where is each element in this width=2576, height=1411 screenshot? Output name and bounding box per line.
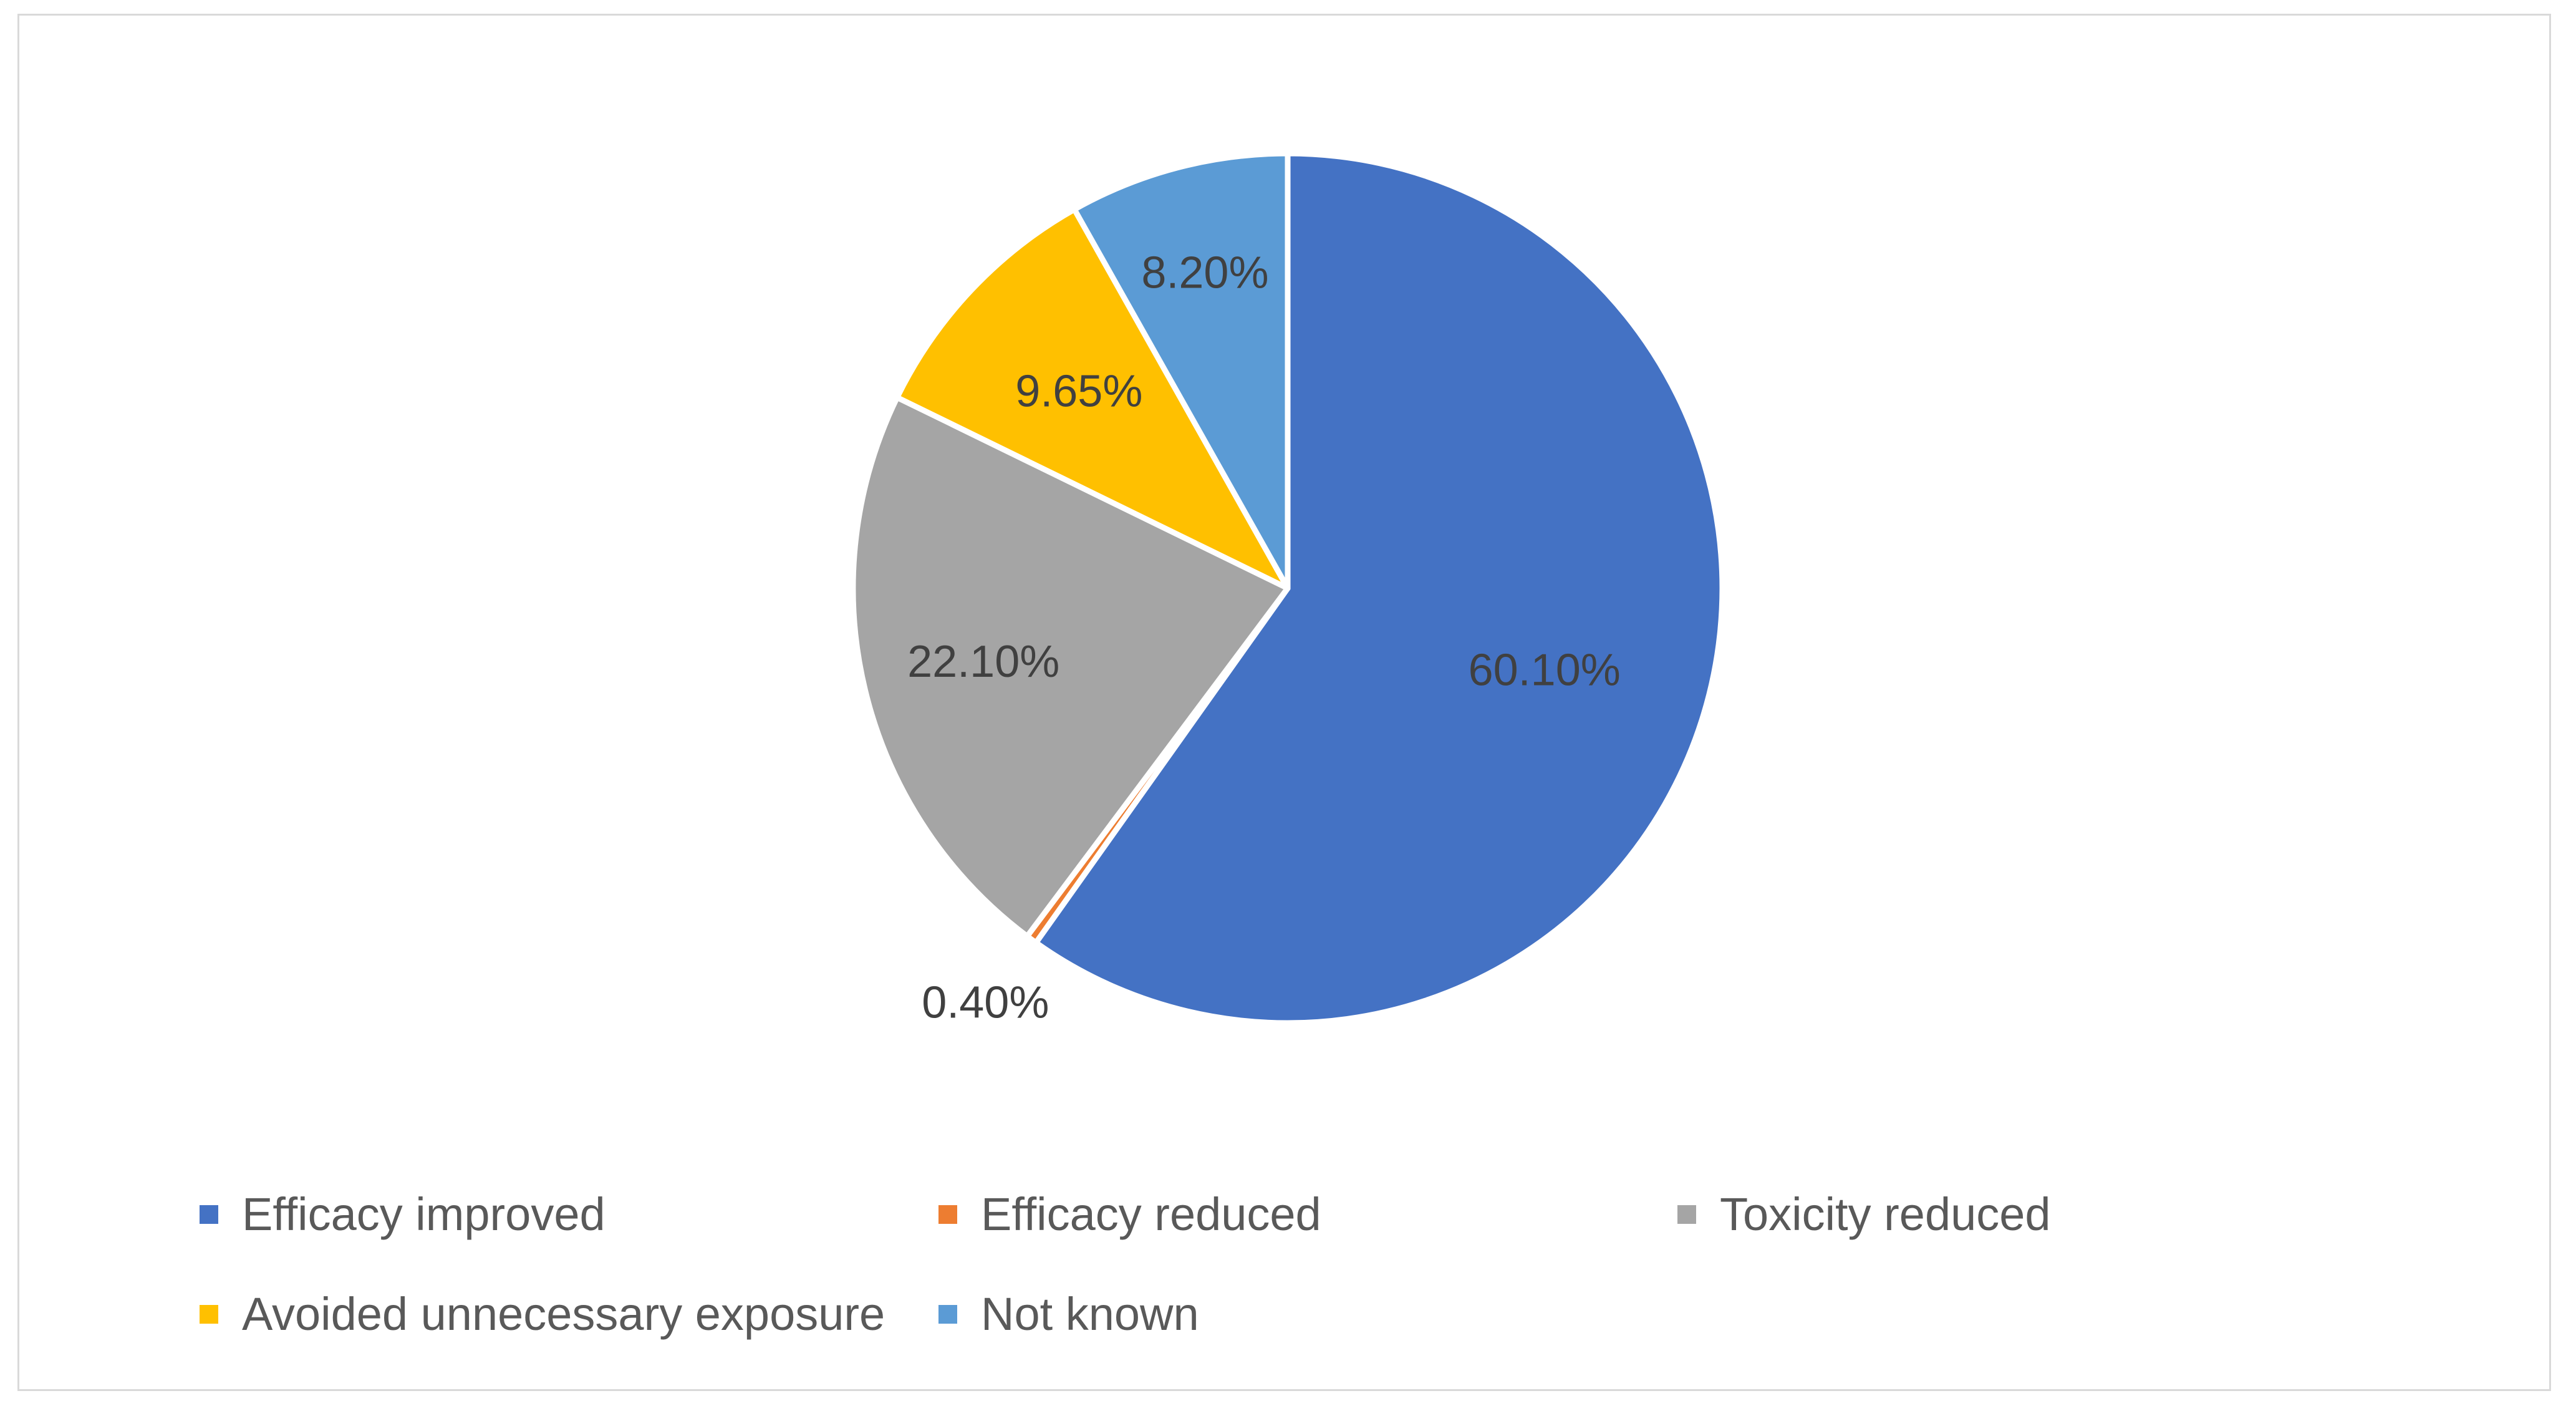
pie-slice-toxicity-reduced xyxy=(850,394,1291,939)
pie-slice-efficacy-improved xyxy=(1033,150,1725,1026)
data-label-not-known: 8.20% xyxy=(1141,248,1268,298)
legend-item-avoided-unnecessary-exposure: Avoided unnecessary exposure xyxy=(200,1291,885,1337)
legend-swatch-not-known xyxy=(938,1305,957,1324)
legend-swatch-efficacy-improved xyxy=(200,1205,218,1224)
legend-label-not-known: Not known xyxy=(981,1288,1199,1340)
legend-label-efficacy-improved: Efficacy improved xyxy=(242,1188,605,1240)
legend-swatch-avoided-unnecessary-exposure xyxy=(200,1305,218,1324)
legend-label-avoided-unnecessary-exposure: Avoided unnecessary exposure xyxy=(242,1288,885,1340)
legend-swatch-efficacy-reduced xyxy=(938,1205,957,1224)
pie-slice-avoided-unnecessary-exposure xyxy=(894,206,1291,591)
legend-label-toxicity-reduced: Toxicity reduced xyxy=(1720,1188,2051,1240)
data-label-efficacy-reduced: 0.40% xyxy=(922,978,1049,1028)
legend-item-not-known: Not known xyxy=(938,1291,1199,1337)
pie-slice-not-known xyxy=(1071,150,1291,591)
legend-label-efficacy-reduced: Efficacy reduced xyxy=(981,1188,1321,1240)
data-label-efficacy-improved: 60.10% xyxy=(1469,645,1621,695)
legend-item-efficacy-improved: Efficacy improved xyxy=(200,1191,605,1238)
legend-item-efficacy-reduced: Efficacy reduced xyxy=(938,1191,1321,1238)
data-label-toxicity-reduced: 22.10% xyxy=(907,637,1059,687)
legend-item-toxicity-reduced: Toxicity reduced xyxy=(1677,1191,2051,1238)
data-label-avoided-unnecessary-exposure: 9.65% xyxy=(1015,366,1142,416)
legend-swatch-toxicity-reduced xyxy=(1677,1205,1696,1224)
